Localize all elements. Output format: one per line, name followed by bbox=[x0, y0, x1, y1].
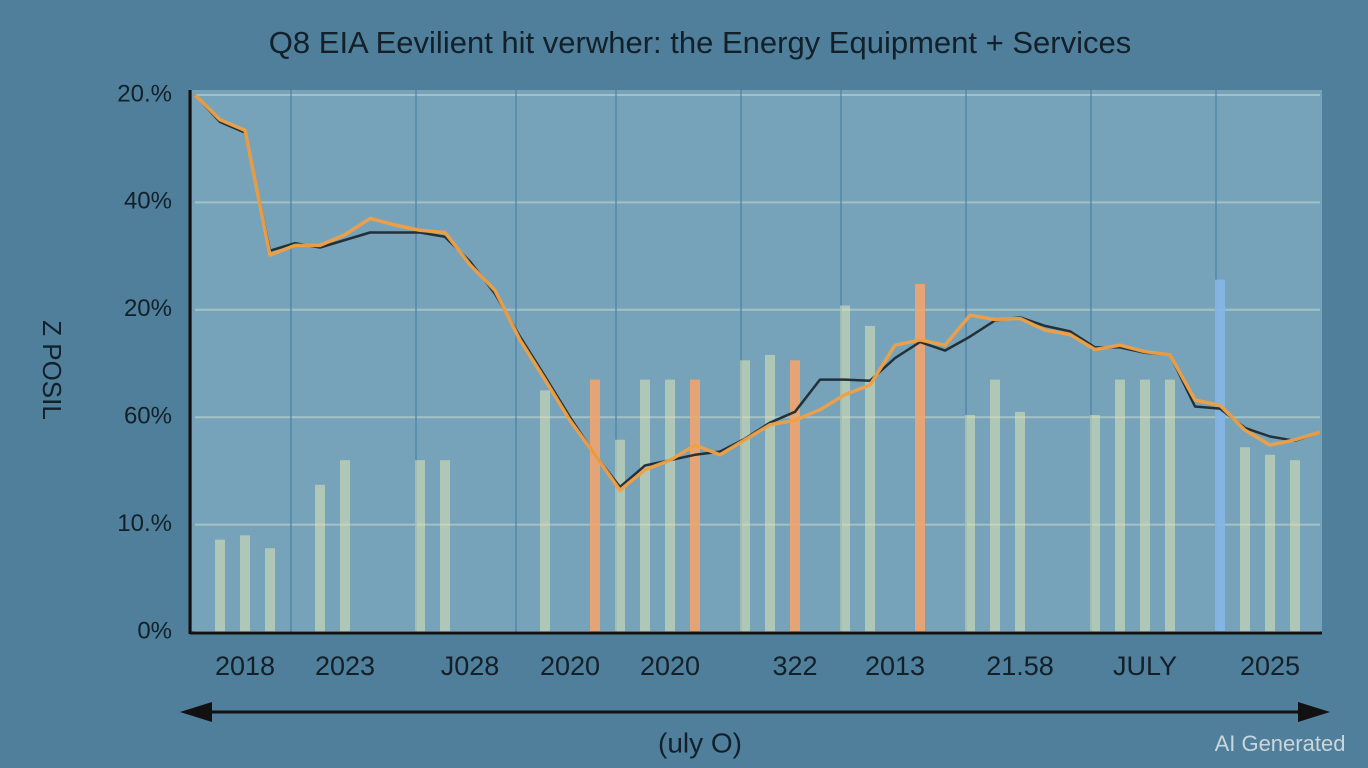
bar bbox=[615, 439, 625, 632]
x-arrow bbox=[180, 702, 1330, 722]
bar bbox=[990, 379, 1000, 632]
y-axis-label: Z POSIL bbox=[37, 320, 67, 420]
bar bbox=[590, 379, 600, 632]
x-tick-label: 2023 bbox=[315, 651, 375, 681]
bar bbox=[215, 539, 225, 632]
arrow-head-right bbox=[1298, 702, 1330, 722]
chart-title: Q8 EIA Eevilient hit verwher: the Energy… bbox=[269, 25, 1131, 60]
bar bbox=[415, 460, 425, 632]
y-tick-label: 0% bbox=[137, 617, 172, 644]
x-tick-label: 2020 bbox=[640, 651, 700, 681]
x-tick-label: 322 bbox=[772, 651, 817, 681]
x-tick-label: J028 bbox=[441, 651, 500, 681]
x-tick-label: 21.58 bbox=[986, 651, 1054, 681]
bar bbox=[1090, 415, 1100, 632]
bar bbox=[1115, 379, 1125, 632]
y-tick-label: 20.% bbox=[117, 80, 172, 107]
bar bbox=[1215, 279, 1225, 632]
bar bbox=[915, 284, 925, 632]
bar bbox=[965, 415, 975, 632]
bar bbox=[1240, 447, 1250, 632]
bar bbox=[1265, 454, 1275, 632]
bar bbox=[765, 354, 775, 632]
bar bbox=[265, 548, 275, 632]
plot-area bbox=[192, 90, 1322, 632]
bar bbox=[640, 379, 650, 632]
bar bbox=[790, 360, 800, 632]
bar bbox=[690, 379, 700, 632]
x-tick-label: 2025 bbox=[1240, 651, 1300, 681]
bar bbox=[440, 460, 450, 632]
bar bbox=[240, 535, 250, 632]
bar bbox=[865, 325, 875, 632]
bar bbox=[740, 360, 750, 632]
bar bbox=[1140, 379, 1150, 632]
bar bbox=[1290, 460, 1300, 632]
bar bbox=[315, 484, 325, 632]
bar bbox=[840, 305, 850, 632]
arrow-head-left bbox=[180, 702, 212, 722]
bar bbox=[1165, 379, 1175, 632]
x-tick-label: JULY bbox=[1113, 651, 1177, 681]
bar bbox=[1015, 411, 1025, 632]
x-tick-label: 2018 bbox=[215, 651, 275, 681]
y-tick-label: 60% bbox=[124, 403, 172, 430]
x-axis-label: (uly O) bbox=[658, 727, 742, 758]
y-tick-label: 40% bbox=[124, 188, 172, 215]
x-tick-label: 2020 bbox=[540, 651, 600, 681]
bar bbox=[540, 390, 550, 632]
bar bbox=[665, 379, 675, 632]
bar bbox=[340, 460, 350, 632]
watermark: AI Generated bbox=[1215, 731, 1346, 756]
y-tick-label: 10.% bbox=[117, 510, 172, 537]
line bbox=[193, 93, 1321, 492]
y-tick-label: 20% bbox=[124, 295, 172, 322]
x-tick-label: 2013 bbox=[865, 651, 925, 681]
